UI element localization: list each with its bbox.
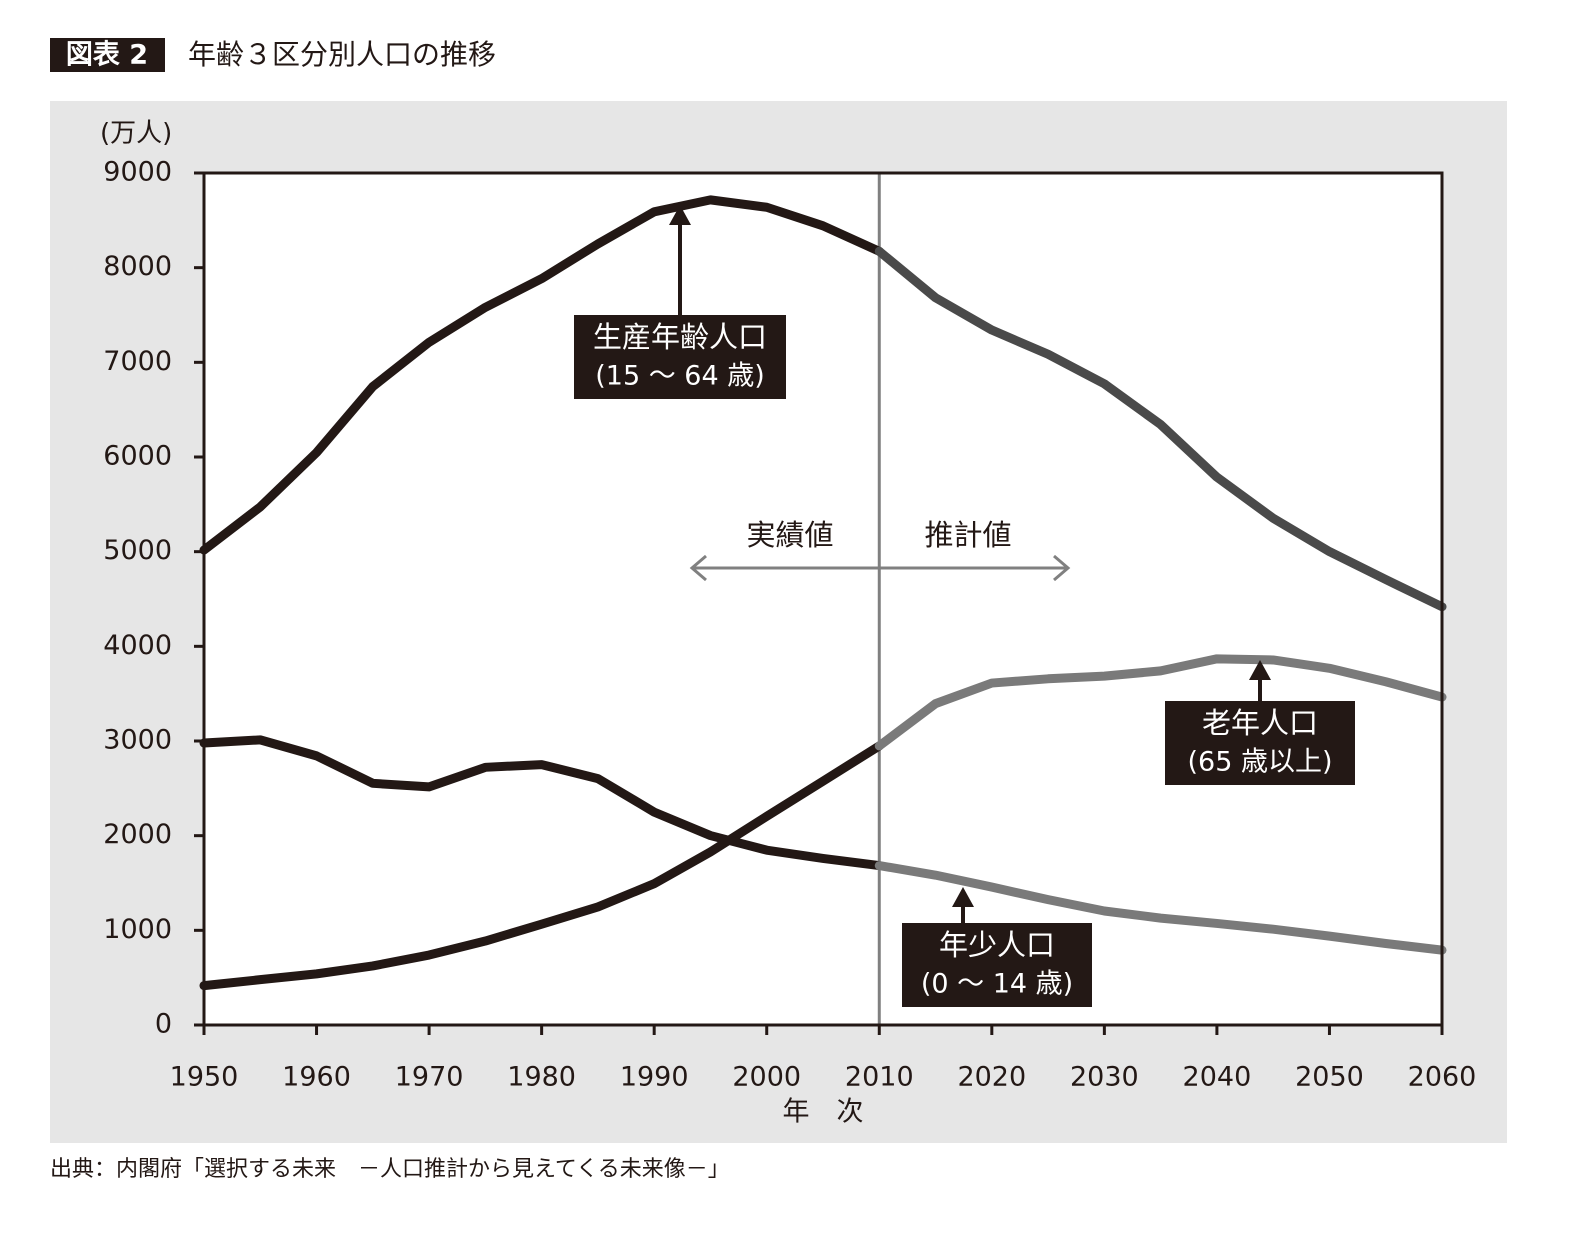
series-sub: (65 歳以上) [1187,747,1332,778]
y-tick-label: 4000 [103,630,172,661]
y-tick-label: 3000 [103,725,172,756]
y-tick-label: 8000 [103,251,172,282]
actual-line [199,741,884,991]
x-tick-label: 2050 [1295,1062,1364,1093]
actual-label: 実績値 [746,518,833,552]
y-tick-label: 2000 [103,819,172,850]
callout-box [574,315,786,399]
callout-box [1165,701,1355,785]
figure-label: 図表 2 [66,40,148,71]
x-tick-label: 2010 [845,1062,914,1093]
y-tick-label: 7000 [103,346,172,377]
callout-arrow-head [669,205,691,225]
x-tick-label: 2030 [1070,1062,1139,1093]
plot-frame [202,171,1444,1027]
projected-line [874,654,1447,751]
projected-line [874,246,1447,612]
projected-line [874,861,1447,955]
y-tick-label: 9000 [103,157,172,188]
x-tick-label: 2020 [957,1062,1026,1093]
arrow-head [689,554,1071,582]
series-name: 老年人口 [1202,706,1318,740]
x-tick-label: 2040 [1183,1062,1252,1093]
chart-title: 年齢３区分別人口の推移 [188,38,496,71]
series-name: 年少人口 [939,928,1055,962]
projected-label: 推計値 [924,518,1011,552]
callout-box [902,923,1092,1007]
series-name: 生産年齢人口 [593,320,767,354]
x-axis-label: 年 次 [783,1097,864,1128]
y-tick-label: 0 [155,1009,172,1040]
series-sub: (0 ～ 14 歳) [921,969,1073,1000]
figure-label-box [50,38,165,72]
plot-area [204,173,1442,1025]
y-unit: (万人) [100,119,172,149]
y-tick-label: 6000 [103,441,172,472]
actual-line [199,195,884,555]
y-tick-label: 1000 [103,914,172,945]
series-sub: (15 ～ 64 歳) [595,361,765,392]
source: 出典：内閣府「選択する未来 －人口推計から見えてくる未来像－」 [50,1157,730,1182]
x-tick-label: 2060 [1408,1062,1477,1093]
callout-arrow-head [1249,660,1271,680]
x-tick-label: 1950 [170,1062,239,1093]
x-tick-label: 1990 [620,1062,689,1093]
x-tick-label: 2000 [732,1062,801,1093]
x-tick-label: 1980 [507,1062,576,1093]
y-tick-label: 5000 [103,535,172,566]
x-tick-label: 1960 [282,1062,351,1093]
actual-line [199,735,884,871]
callout-arrow-head [952,887,974,907]
x-tick-label: 1970 [395,1062,464,1093]
